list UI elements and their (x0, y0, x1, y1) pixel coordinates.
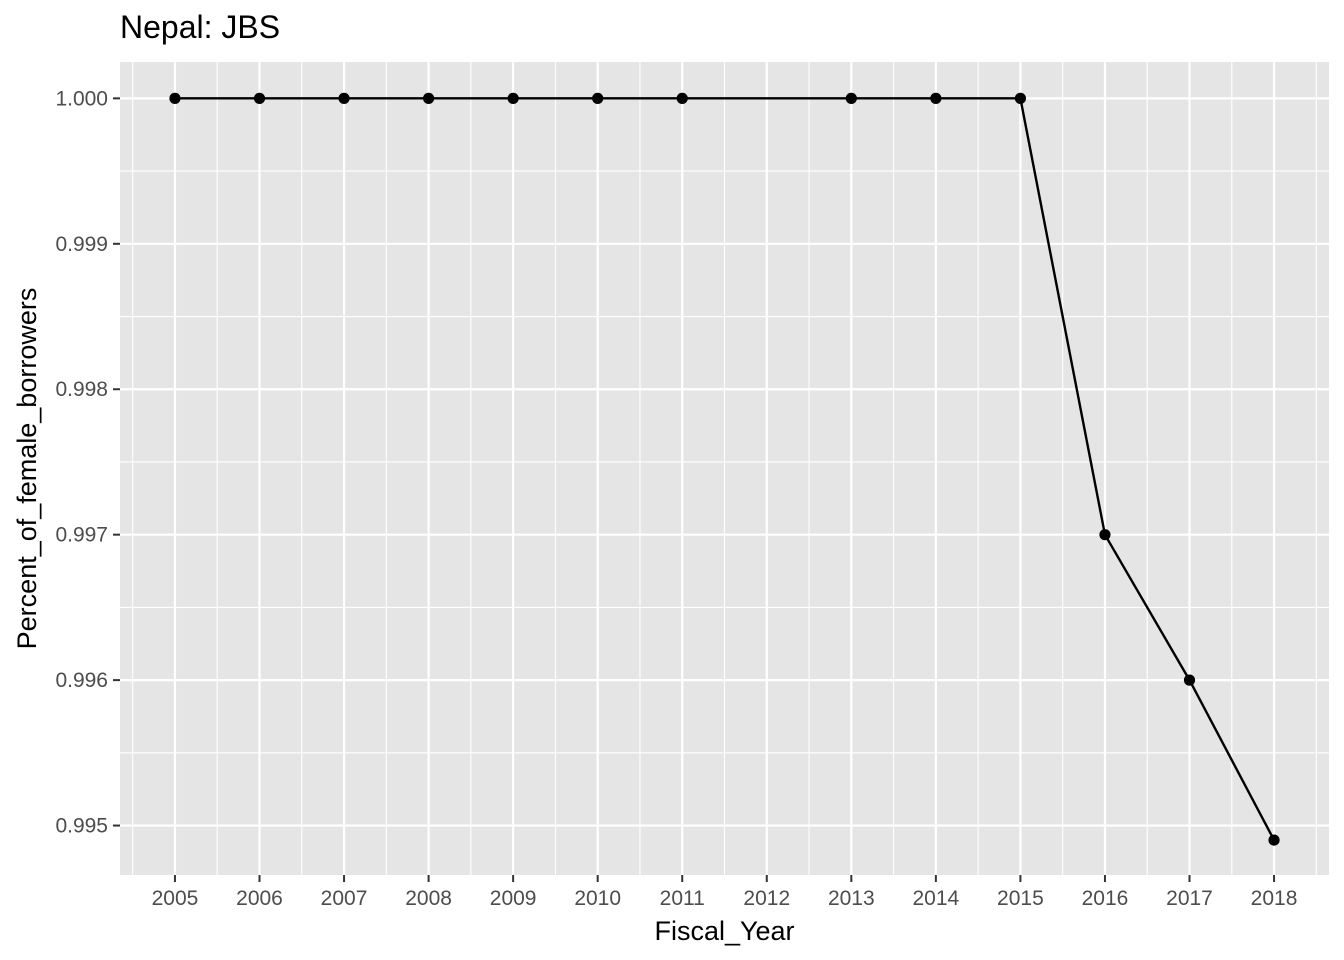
minor-gridlines (120, 62, 1329, 875)
data-point (422, 92, 435, 104)
data-point (845, 92, 857, 104)
chart-title: Nepal: JBS (120, 9, 280, 45)
x-tick-label: 2007 (321, 887, 368, 910)
x-tick-label: 2014 (913, 887, 960, 910)
data-point (169, 92, 181, 104)
data-point (1014, 92, 1027, 104)
data-point (338, 92, 350, 104)
y-axis: 0.995 0.996 0.997 0.998 0.999 1.000 (55, 87, 120, 838)
x-tick-label: 2017 (1166, 887, 1213, 910)
x-tick-label: 2016 (1082, 887, 1129, 910)
data-point (592, 92, 604, 104)
y-tick-label: 0.996 (55, 669, 108, 692)
data-point (1268, 834, 1280, 846)
x-axis: 2005 2006 2007 2008 2009 2010 2011 2012 2013 2014… (152, 875, 1298, 910)
y-tick-label: 0.995 (55, 815, 108, 838)
x-tick-label: 2005 (152, 887, 199, 910)
data-point (1183, 674, 1196, 686)
x-tick-label: 2009 (490, 887, 537, 910)
y-tick-label: 0.997 (55, 524, 108, 547)
x-tick-label: 2006 (236, 887, 283, 910)
series-layer (169, 92, 1280, 846)
x-tick-label: 2008 (405, 887, 452, 910)
x-axis-title: Fiscal_Year (654, 916, 794, 946)
x-tick-label: 2010 (574, 887, 621, 910)
data-point (930, 92, 942, 104)
data-point (676, 92, 688, 104)
y-tick-label: 0.999 (55, 233, 108, 256)
data-point (1099, 529, 1111, 541)
data-point (507, 92, 519, 104)
x-tick-label: 2015 (997, 887, 1044, 910)
y-tick-label: 1.000 (55, 87, 108, 110)
x-tick-label: 2011 (660, 887, 705, 910)
y-axis-title: Percent_of_female_borrowers (12, 288, 42, 650)
x-tick-label: 2012 (743, 887, 790, 910)
x-tick-label: 2018 (1251, 887, 1298, 910)
major-gridlines (120, 62, 1329, 875)
y-tick-label: 0.998 (55, 378, 108, 401)
x-tick-label: 2013 (828, 887, 875, 910)
data-point (253, 92, 266, 104)
